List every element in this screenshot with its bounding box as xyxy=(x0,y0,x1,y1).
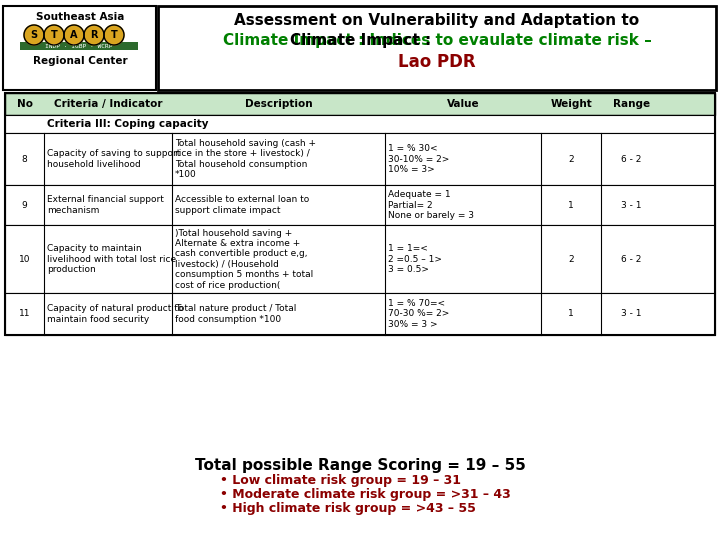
Text: T: T xyxy=(50,30,58,40)
Text: 6 - 2: 6 - 2 xyxy=(621,154,642,164)
Text: • Low climate risk group = 19 – 31: • Low climate risk group = 19 – 31 xyxy=(220,474,461,487)
Text: Regional Center: Regional Center xyxy=(32,56,127,66)
Text: Criteria / Indicator: Criteria / Indicator xyxy=(54,99,162,109)
Text: 11: 11 xyxy=(19,309,30,319)
Text: Climate Impact : Indices to evaulate climate risk –: Climate Impact : Indices to evaulate cli… xyxy=(222,32,652,48)
Text: Weight: Weight xyxy=(550,99,592,109)
FancyBboxPatch shape xyxy=(5,133,715,185)
FancyBboxPatch shape xyxy=(5,225,715,293)
Text: Total nature product / Total
food consumption *100: Total nature product / Total food consum… xyxy=(175,305,296,323)
Text: 3 - 1: 3 - 1 xyxy=(621,309,642,319)
Circle shape xyxy=(104,25,124,45)
Text: 8: 8 xyxy=(22,154,27,164)
Circle shape xyxy=(84,25,104,45)
Text: 1 = % 70=<
70-30 %= 2>
30% = 3 >: 1 = % 70=< 70-30 %= 2> 30% = 3 > xyxy=(388,299,449,329)
FancyBboxPatch shape xyxy=(3,6,156,90)
Text: Range: Range xyxy=(613,99,650,109)
Text: S: S xyxy=(30,30,37,40)
Text: )Total household saving +
Alternate & extra income +
cash convertible product e,: )Total household saving + Alternate & ex… xyxy=(175,228,313,289)
Text: INDP · IGBP · WCRP: INDP · IGBP · WCRP xyxy=(45,44,113,49)
Text: Value: Value xyxy=(446,99,480,109)
Text: Southeast Asia: Southeast Asia xyxy=(36,12,124,22)
Text: Lao PDR: Lao PDR xyxy=(398,53,476,71)
Text: 2: 2 xyxy=(568,254,574,264)
Text: 1 = 1=<
2 =0.5 – 1>
3 = 0.5>: 1 = 1=< 2 =0.5 – 1> 3 = 0.5> xyxy=(388,244,442,274)
Text: A: A xyxy=(71,30,78,40)
Text: • Moderate climate risk group = >31 – 43: • Moderate climate risk group = >31 – 43 xyxy=(220,488,510,501)
Text: No: No xyxy=(17,99,32,109)
Text: R: R xyxy=(90,30,98,40)
FancyBboxPatch shape xyxy=(5,185,715,225)
Text: 1: 1 xyxy=(568,200,574,210)
FancyBboxPatch shape xyxy=(20,42,138,50)
Circle shape xyxy=(24,25,44,45)
FancyBboxPatch shape xyxy=(158,6,716,90)
Circle shape xyxy=(64,25,84,45)
Text: Capacity to maintain
livelihood with total lost rice
production: Capacity to maintain livelihood with tot… xyxy=(47,244,176,274)
Text: 3 - 1: 3 - 1 xyxy=(621,200,642,210)
Text: Climate Impact :: Climate Impact : xyxy=(290,32,436,48)
Text: Capacity of saving to support
household livelihood: Capacity of saving to support household … xyxy=(47,149,181,168)
FancyBboxPatch shape xyxy=(5,293,715,335)
FancyBboxPatch shape xyxy=(5,93,715,115)
Text: Assessment on Vulnerability and Adaptation to: Assessment on Vulnerability and Adaptati… xyxy=(235,12,639,28)
Text: 9: 9 xyxy=(22,200,27,210)
Circle shape xyxy=(44,25,64,45)
Text: 1 = % 30<
30-10% = 2>
10% = 3>: 1 = % 30< 30-10% = 2> 10% = 3> xyxy=(388,144,449,174)
Text: Total household saving (cash +
rice in the store + livestock) /
Total household : Total household saving (cash + rice in t… xyxy=(175,139,316,179)
Text: Criteria III: Coping capacity: Criteria III: Coping capacity xyxy=(47,119,209,129)
Text: Capacity of natural product to
maintain food security: Capacity of natural product to maintain … xyxy=(47,305,184,323)
Text: External financial support
mechanism: External financial support mechanism xyxy=(47,195,164,215)
FancyBboxPatch shape xyxy=(5,115,715,133)
Text: 2: 2 xyxy=(568,154,574,164)
Text: 1: 1 xyxy=(568,309,574,319)
Text: • High climate risk group = >43 – 55: • High climate risk group = >43 – 55 xyxy=(220,502,476,515)
Text: 10: 10 xyxy=(19,254,30,264)
Text: Description: Description xyxy=(245,99,312,109)
Text: T: T xyxy=(111,30,117,40)
Text: 6 - 2: 6 - 2 xyxy=(621,254,642,264)
Text: Adequate = 1
Partial= 2
None or barely = 3: Adequate = 1 Partial= 2 None or barely =… xyxy=(388,190,474,220)
Text: Total possible Range Scoring = 19 – 55: Total possible Range Scoring = 19 – 55 xyxy=(194,458,526,473)
Text: Accessible to external loan to
support climate impact: Accessible to external loan to support c… xyxy=(175,195,309,215)
